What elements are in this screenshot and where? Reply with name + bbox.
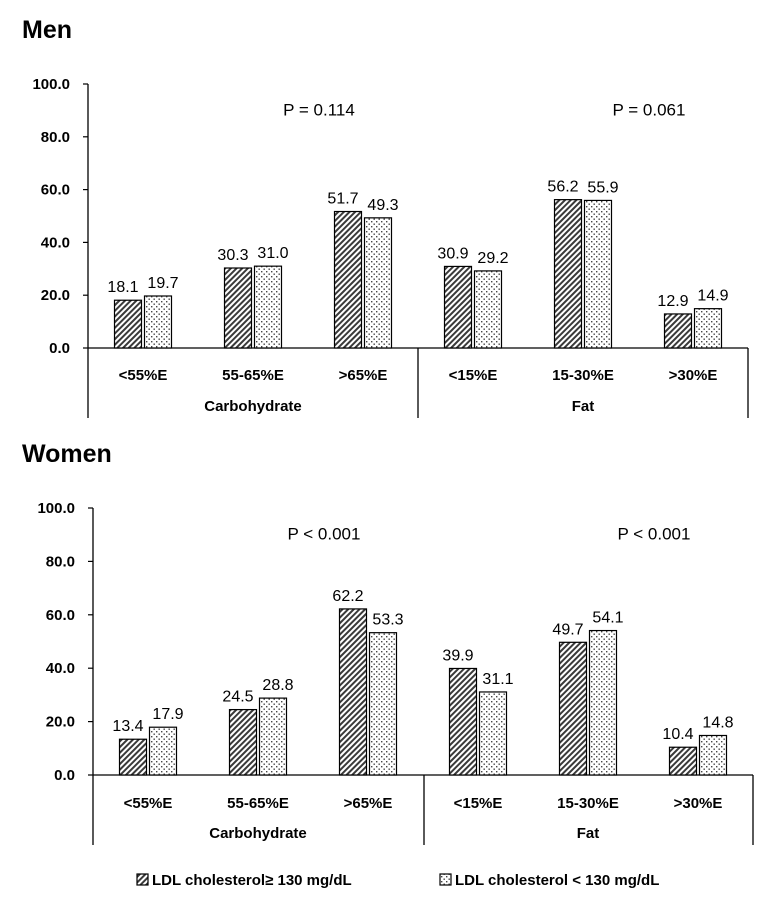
data-label: 14.8 [702, 714, 733, 731]
category-label: 15-30%E [552, 367, 614, 384]
y-tick-label: 20.0 [41, 287, 70, 304]
bar-ldl-high [553, 199, 583, 349]
p-value-annotation: P = 0.061 [613, 100, 686, 119]
bar-ldl-low [698, 734, 728, 776]
data-label: 13.4 [112, 718, 143, 735]
panel-title: Men [22, 16, 72, 44]
data-label: 30.9 [437, 245, 468, 262]
legend-swatch [136, 873, 149, 886]
bar-ldl-high [118, 738, 148, 776]
chart-panel-women: Women 0.0 20.0 40.0 60.0 80.0 100.0 <55%E 13.4 17… [22, 440, 754, 845]
data-label: 51.7 [327, 191, 358, 208]
data-label: 30.3 [217, 247, 248, 264]
data-label: 18.1 [107, 279, 138, 296]
data-label: 56.2 [547, 179, 578, 196]
legend: LDL cholesterol≥ 130 mg/dL LDL cholestero… [136, 872, 659, 889]
data-label: 12.9 [657, 293, 688, 310]
legend-swatch [439, 873, 452, 886]
p-value-annotation: P < 0.001 [618, 525, 691, 544]
bar-ldl-low [253, 265, 283, 349]
data-label: 49.3 [367, 197, 398, 214]
y-tick-label: 20.0 [46, 714, 75, 731]
data-label: 31.0 [257, 245, 288, 262]
bar-ldl-high [443, 265, 473, 349]
category-label: >30%E [674, 795, 723, 812]
data-label: 31.1 [482, 671, 513, 688]
bar-ldl-low [588, 629, 618, 776]
p-value-annotation: P < 0.001 [288, 525, 361, 544]
data-label: 24.5 [222, 689, 253, 706]
group-label: Fat [572, 398, 595, 415]
y-tick-label: 80.0 [41, 129, 70, 146]
group-label: Carbohydrate [204, 398, 302, 415]
category-label: >65%E [339, 367, 388, 384]
data-label: 17.9 [152, 706, 183, 723]
bar-ldl-high [223, 267, 253, 349]
y-tick-label: 100.0 [32, 76, 70, 93]
data-label: 54.1 [592, 610, 623, 627]
bar-ldl-low [148, 726, 178, 776]
data-label: 28.8 [262, 677, 293, 694]
y-tick-label: 80.0 [46, 553, 75, 570]
p-value-annotation: P = 0.114 [283, 100, 355, 119]
y-tick-label: 40.0 [46, 660, 75, 677]
bar-ldl-low [143, 295, 173, 349]
data-label: 62.2 [332, 588, 363, 605]
bar-ldl-low [478, 691, 508, 776]
y-tick-label: 100.0 [37, 500, 75, 517]
data-label: 55.9 [587, 179, 618, 196]
data-label: 39.9 [442, 647, 473, 664]
bar-ldl-high [113, 299, 143, 349]
bar-ldl-low [473, 270, 503, 349]
category-label: <15%E [449, 367, 498, 384]
bar-ldl-high [558, 641, 588, 776]
category-label: >30%E [669, 367, 718, 384]
panel-title: Women [22, 440, 112, 468]
bar-ldl-low [583, 199, 613, 349]
category-label: 55-65%E [227, 795, 289, 812]
data-label: 29.2 [477, 250, 508, 267]
legend-label: LDL cholesterol≥ 130 mg/dL [152, 872, 352, 889]
category-label: 15-30%E [557, 795, 619, 812]
legend-label: LDL cholesterol < 130 mg/dL [455, 872, 659, 889]
bar-ldl-low [258, 697, 288, 776]
data-label: 10.4 [662, 726, 693, 743]
bar-ldl-high [338, 608, 368, 776]
bar-ldl-high [668, 746, 698, 776]
bar-ldl-high [228, 708, 258, 776]
bar-ldl-high [448, 667, 478, 776]
category-label: <15%E [454, 795, 503, 812]
y-tick-label: 60.0 [46, 607, 75, 624]
y-tick-label: 0.0 [49, 340, 70, 357]
bar-ldl-low [368, 632, 398, 776]
chart-panel-men: Men 0.0 20.0 40.0 60.0 80.0 100.0 <55%E 18.1 19.7… [22, 16, 749, 418]
data-label: 19.7 [147, 275, 178, 292]
category-label: <55%E [119, 367, 168, 384]
bar-ldl-high [333, 210, 363, 349]
category-label: >65%E [344, 795, 393, 812]
group-label: Carbohydrate [209, 825, 307, 842]
data-label: 49.7 [552, 621, 583, 638]
data-label: 14.9 [697, 288, 728, 305]
bar-ldl-low [693, 308, 723, 349]
category-label: <55%E [124, 795, 173, 812]
y-tick-label: 40.0 [41, 234, 70, 251]
data-label: 53.3 [372, 612, 403, 629]
y-tick-label: 60.0 [41, 182, 70, 199]
group-label: Fat [577, 825, 600, 842]
y-tick-label: 0.0 [54, 767, 75, 784]
bar-ldl-high [663, 313, 693, 349]
category-label: 55-65%E [222, 367, 284, 384]
bar-ldl-low [363, 217, 393, 349]
